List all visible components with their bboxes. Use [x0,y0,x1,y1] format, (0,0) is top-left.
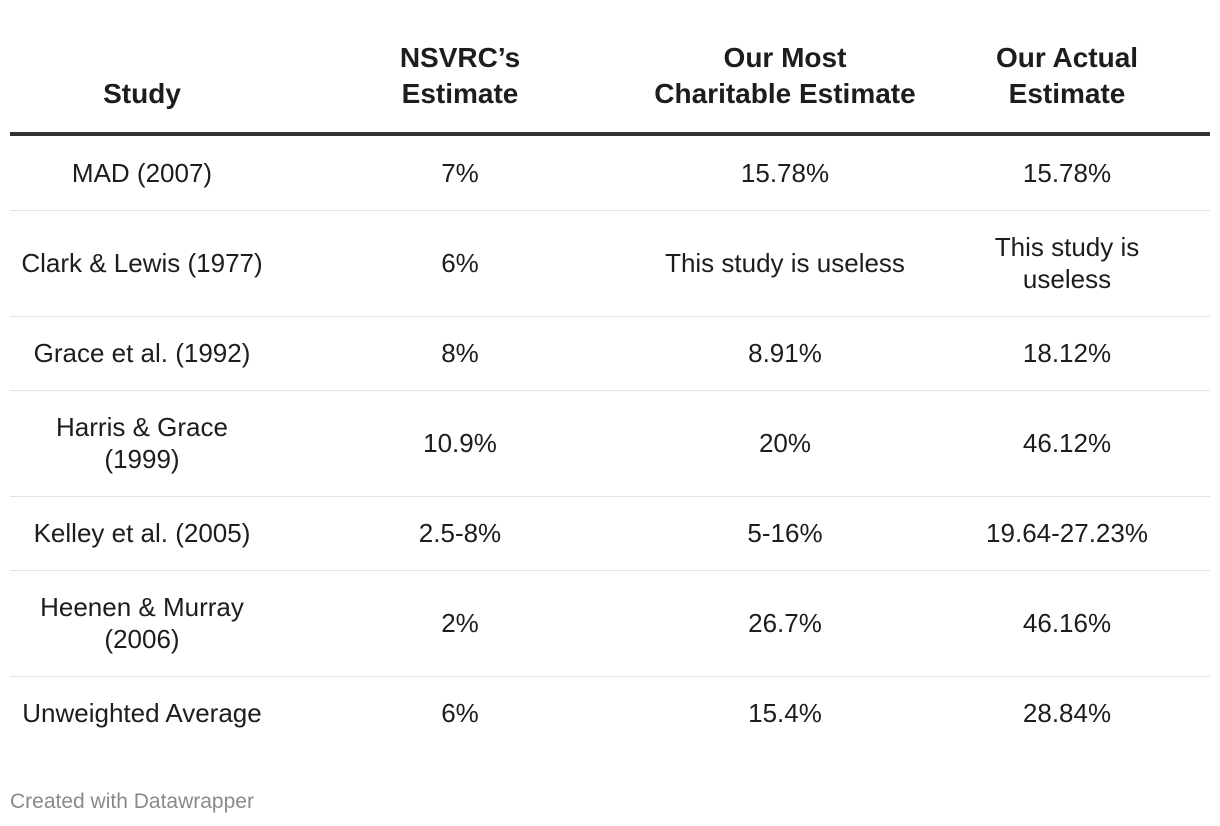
data-table-chart: Study NSVRC’s Estimate Our Most Charitab… [10,0,1210,750]
cell-nsvrc: 6% [274,210,646,317]
cell-study: Clark & Lewis (1977) [10,210,274,317]
cell-nsvrc: 6% [441,698,479,729]
table-row: Harris & Grace (1999) 10.9% 20% 46.12% [10,390,1210,497]
header-charitable-estimate: Our Most Charitable Estimate [646,0,924,136]
table-row: Unweighted Average 6% 15.4% 28.84% [10,676,1210,750]
table-row: Heenen & Murray (2006) 2% 26.7% 46.16% [10,570,1210,677]
cell-study: Kelley et al. (2005) [10,496,274,571]
cell-charitable: 15.78% [646,134,924,211]
header-study: Study [10,0,274,136]
table-row: Clark & Lewis (1977) 6% This study is us… [10,210,1210,317]
cell-charitable: 15.4% [748,698,822,729]
cell-study: Heenen & Murray (2006) [10,570,274,677]
table-header: Study NSVRC’s Estimate Our Most Charitab… [10,0,1210,136]
cell-nsvrc: 2% [274,570,646,677]
header-actual-estimate: Our Actual Estimate [924,0,1210,136]
header-actual-line-1: Our Actual [995,42,1139,73]
cell-actual: 18.12% [924,316,1210,391]
header-row: Study NSVRC’s Estimate Our Most Charitab… [10,0,1210,136]
cell-study: Grace et al. (1992) [10,316,274,391]
table-row: Grace et al. (1992) 8% 8.91% 18.12% [10,316,1210,391]
cell-charitable: 5-16% [646,496,924,571]
table-row: Kelley et al. (2005) 2.5-8% 5-16% 19.64-… [10,496,1210,571]
header-actual-line-2: Estimate [1008,78,1126,109]
cell-study: Harris & Grace (1999) [10,390,274,497]
cell-nsvrc: 7% [274,134,646,211]
cell-charitable: 26.7% [646,570,924,677]
cell-nsvrc: 8% [274,316,646,391]
cell-nsvrc: 10.9% [274,390,646,497]
table-row: MAD (2007) 7% 15.78% 15.78% [10,134,1210,211]
cell-charitable: This study is useless [646,210,924,317]
cell-actual: 15.78% [924,134,1210,211]
cell-actual: This study is useless [924,210,1210,317]
table-body: MAD (2007) 7% 15.78% 15.78% Clark & Lewi… [10,134,1210,750]
header-nsvrc-estimate: NSVRC’s Estimate [274,0,646,136]
cell-actual: 28.84% [1022,698,1112,729]
estimates-table: Study NSVRC’s Estimate Our Most Charitab… [10,0,1210,750]
cell-actual: 19.64-27.23% [924,496,1210,571]
cell-charitable: 8.91% [646,316,924,391]
cell-charitable: 20% [646,390,924,497]
header-charitable-line-1: Our Most [723,42,847,73]
cell-actual: 46.16% [924,570,1210,677]
cell-study: Unweighted Average [22,698,262,729]
header-charitable-line-2: Charitable Estimate [654,78,916,109]
cell-actual: 46.12% [924,390,1210,497]
datawrapper-credit[interactable]: Created with Datawrapper [10,790,254,813]
cell-nsvrc: 2.5-8% [274,496,646,571]
header-study-line-1: Study [103,78,181,109]
header-nsvrc-line-1: NSVRC’s [399,42,521,73]
cell-study: MAD (2007) [10,134,274,211]
header-nsvrc-line-2: Estimate [401,78,519,109]
